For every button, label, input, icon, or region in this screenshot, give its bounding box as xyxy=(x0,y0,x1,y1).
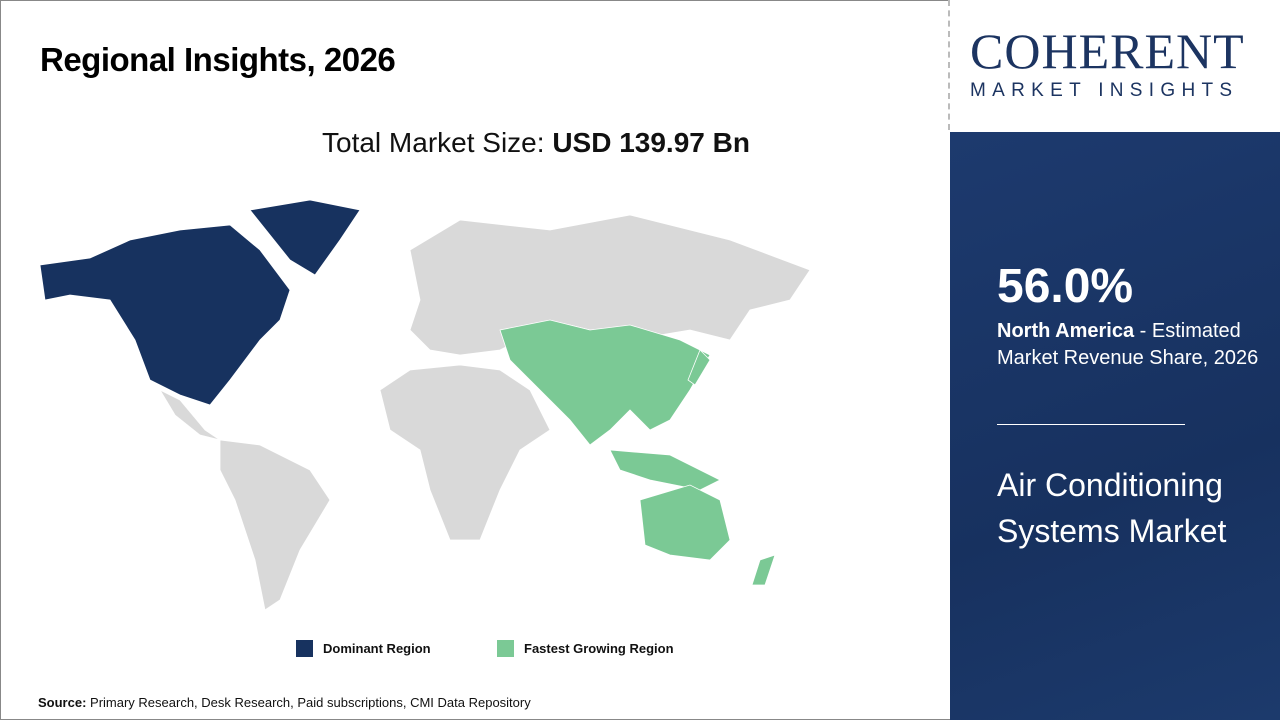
map-europe-russia xyxy=(409,214,811,356)
legend-label: Fastest Growing Region xyxy=(524,641,674,656)
share-desc-text: - Estimated Market Revenue Share, 2026 xyxy=(997,320,1259,369)
share-value: 56.0% xyxy=(997,260,1134,313)
info-panel: 56.0% North America - Estimated Market R… xyxy=(950,132,1280,720)
source-text: Primary Research, Desk Research, Paid su… xyxy=(86,695,531,710)
divider xyxy=(948,0,950,130)
legend-fastest: Fastest Growing Region xyxy=(497,640,674,657)
map-australia xyxy=(639,484,731,561)
map-greenland xyxy=(249,199,361,276)
total-value: USD 139.97 Bn xyxy=(552,127,750,158)
map-japan xyxy=(687,349,711,386)
map-asia-pacific xyxy=(499,319,711,446)
map-central-america xyxy=(158,389,221,441)
map-new-zealand xyxy=(751,554,776,586)
region-name: North America xyxy=(997,320,1135,342)
map-south-america xyxy=(219,439,331,611)
total-market-size: Total Market Size: USD 139.97 Bn xyxy=(322,126,750,160)
legend-swatch xyxy=(296,640,313,657)
market-name: Air Conditioning Systems Market xyxy=(997,467,1227,549)
share-description: North America - Estimated Market Revenue… xyxy=(997,318,1267,372)
total-label: Total Market Size: xyxy=(322,127,545,158)
legend-swatch xyxy=(497,640,514,657)
logo: COHERENT MARKET INSIGHTS xyxy=(950,0,1280,132)
legend-label: Dominant Region xyxy=(323,641,431,656)
map-southeast-asia xyxy=(609,449,721,491)
map-north-america xyxy=(39,224,291,406)
source-label: Source: xyxy=(38,695,87,710)
source-note: Source: Primary Research, Desk Research,… xyxy=(38,695,531,711)
legend-dominant: Dominant Region xyxy=(296,640,431,657)
panel-divider xyxy=(997,424,1185,425)
map-africa-middle-east xyxy=(379,364,551,541)
page-title: Regional Insights, 2026 xyxy=(40,41,396,78)
world-map xyxy=(39,199,811,611)
logo-name: COHERENT xyxy=(970,23,1245,79)
logo-tagline: MARKET INSIGHTS xyxy=(970,80,1239,101)
